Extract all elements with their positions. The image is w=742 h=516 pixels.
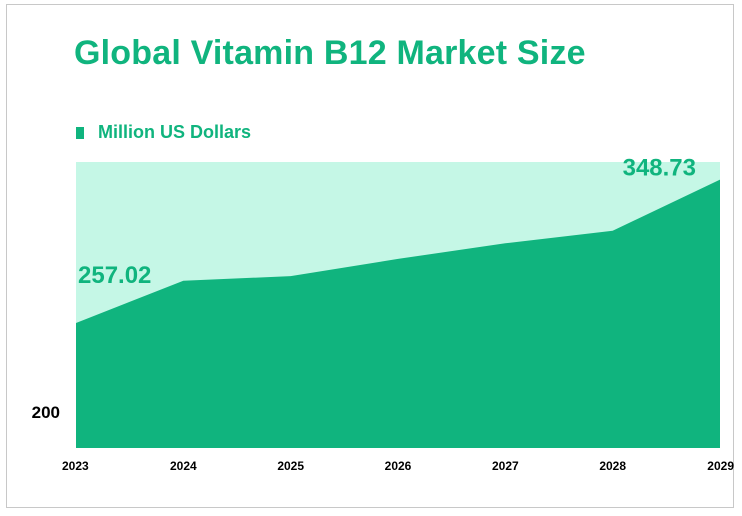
x-tick-label: 2028 — [599, 459, 626, 473]
x-tick-label: 2025 — [277, 459, 304, 473]
legend-swatch — [76, 126, 84, 139]
x-tick-label: 2027 — [492, 459, 519, 473]
legend-label: Million US Dollars — [98, 122, 252, 142]
x-tick-label: 2024 — [170, 459, 197, 473]
series-area — [76, 179, 720, 448]
x-tick-label: 2029 — [707, 459, 734, 473]
x-tick-label: 2026 — [385, 459, 412, 473]
chart-legend: Million US Dollars — [76, 122, 251, 143]
chart-title: Global Vitamin B12 Market Size — [74, 34, 586, 72]
x-tick-label: 2023 — [62, 459, 89, 473]
data-label: 348.73 — [623, 155, 696, 182]
data-label: 257.02 — [78, 262, 151, 289]
y-tick-label: 200 — [32, 403, 60, 422]
